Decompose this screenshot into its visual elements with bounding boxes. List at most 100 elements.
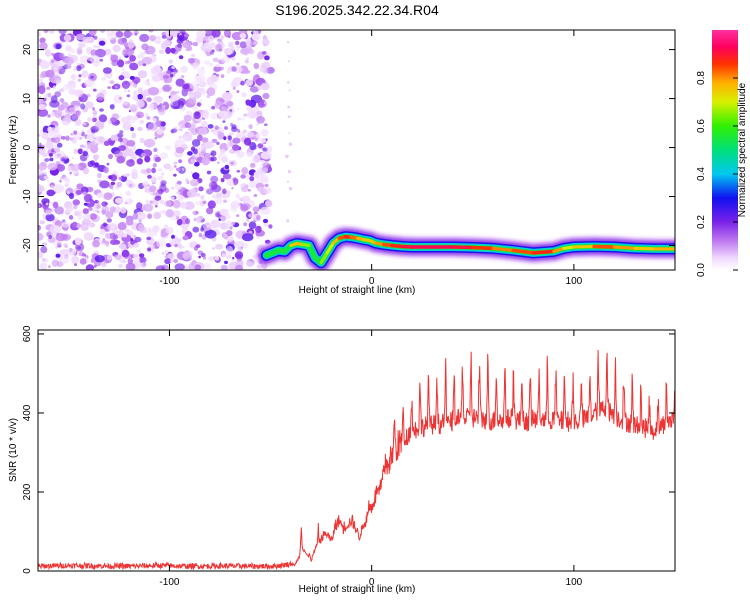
noise-speckle xyxy=(96,192,105,198)
noise-speckle xyxy=(156,239,166,248)
noise-speckle xyxy=(234,251,244,260)
noise-speckle xyxy=(44,49,52,57)
noise-speckle xyxy=(111,187,114,190)
noise-speckle xyxy=(83,79,95,88)
noise-speckle xyxy=(248,213,254,218)
noise-speckle xyxy=(230,161,235,165)
noise-speckle xyxy=(38,148,43,153)
noise-speckle xyxy=(194,264,202,270)
noise-speckle xyxy=(286,180,289,183)
noise-speckle xyxy=(164,224,169,229)
noise-speckle xyxy=(120,116,131,124)
noise-speckle xyxy=(232,144,240,151)
noise-speckle xyxy=(87,129,92,135)
noise-speckle xyxy=(147,213,153,219)
noise-speckle xyxy=(77,214,83,221)
noise-speckle xyxy=(64,56,74,66)
noise-speckle xyxy=(154,156,161,163)
snr-line xyxy=(38,349,675,571)
noise-speckle xyxy=(203,262,211,270)
noise-speckle xyxy=(45,69,55,78)
noise-speckle xyxy=(221,56,231,64)
noise-speckle xyxy=(222,188,227,195)
noise-speckle xyxy=(183,136,189,141)
noise-speckle xyxy=(257,186,264,192)
noise-speckle xyxy=(264,183,269,188)
noise-speckle xyxy=(54,91,62,98)
noise-speckle xyxy=(260,137,266,143)
noise-speckle xyxy=(207,124,214,129)
noise-speckle xyxy=(148,185,157,193)
noise-speckle xyxy=(227,245,230,249)
noise-speckle xyxy=(114,85,118,89)
noise-speckle xyxy=(88,30,97,36)
noise-speckle xyxy=(70,163,81,172)
noise-speckle xyxy=(257,143,264,149)
noise-speckle xyxy=(51,59,55,64)
noise-speckle xyxy=(163,200,172,207)
noise-speckle xyxy=(63,34,72,42)
noise-speckle xyxy=(212,57,219,63)
noise-speckle xyxy=(187,57,195,64)
noise-speckle xyxy=(66,191,70,194)
noise-speckle xyxy=(176,218,183,226)
noise-speckle xyxy=(121,68,125,71)
noise-speckle xyxy=(81,129,85,133)
noise-speckle xyxy=(78,42,86,48)
noise-speckle xyxy=(99,180,110,189)
noise-speckle xyxy=(236,90,240,93)
noise-speckle xyxy=(133,242,140,248)
noise-speckle xyxy=(45,202,49,206)
noise-speckle xyxy=(118,96,122,100)
noise-speckle xyxy=(92,117,97,123)
noise-speckle xyxy=(152,117,157,122)
noise-speckle xyxy=(286,219,290,223)
ridge-core-segment xyxy=(325,241,335,255)
noise-speckle xyxy=(196,77,202,83)
noise-speckle xyxy=(83,231,92,240)
noise-speckle xyxy=(74,211,80,217)
noise-speckle xyxy=(148,103,155,111)
noise-speckle xyxy=(236,170,241,173)
noise-speckle xyxy=(205,30,213,35)
noise-speckle xyxy=(82,151,89,157)
noise-speckle xyxy=(220,215,226,222)
noise-speckle xyxy=(110,54,114,57)
noise-speckle xyxy=(51,232,57,238)
noise-speckle xyxy=(199,99,203,104)
noise-speckle xyxy=(260,172,263,177)
noise-speckle xyxy=(239,33,247,39)
noise-speckle xyxy=(123,100,128,106)
noise-speckle xyxy=(248,124,253,130)
noise-speckle xyxy=(184,122,192,129)
noise-speckle xyxy=(160,42,167,50)
noise-speckle xyxy=(264,55,270,61)
noise-speckle xyxy=(177,30,181,33)
noise-speckle xyxy=(253,62,260,69)
noise-speckle xyxy=(246,105,252,112)
noise-speckle xyxy=(101,77,107,81)
noise-speckle xyxy=(195,244,201,249)
noise-speckle xyxy=(146,57,153,63)
noise-speckle xyxy=(214,256,220,261)
x-tick-label: 100 xyxy=(566,276,583,287)
noise-speckle xyxy=(137,93,144,100)
noise-speckle xyxy=(136,202,143,210)
noise-speckle xyxy=(110,181,116,186)
noise-speckle xyxy=(243,222,248,227)
noise-speckle xyxy=(103,140,110,146)
noise-speckle xyxy=(215,74,220,77)
noise-speckle xyxy=(147,86,160,96)
noise-speckle xyxy=(39,42,48,51)
noise-speckle xyxy=(66,46,72,51)
noise-speckle xyxy=(82,191,87,195)
noise-speckle xyxy=(245,59,249,64)
noise-speckle xyxy=(287,81,290,84)
noise-speckle xyxy=(79,137,82,140)
noise-speckle xyxy=(182,235,189,241)
colorbar-tick-label: 0.0 xyxy=(696,263,707,277)
noise-speckle xyxy=(163,105,166,108)
noise-speckle xyxy=(230,149,234,153)
noise-speckle xyxy=(60,136,66,140)
noise-speckle xyxy=(54,206,64,215)
